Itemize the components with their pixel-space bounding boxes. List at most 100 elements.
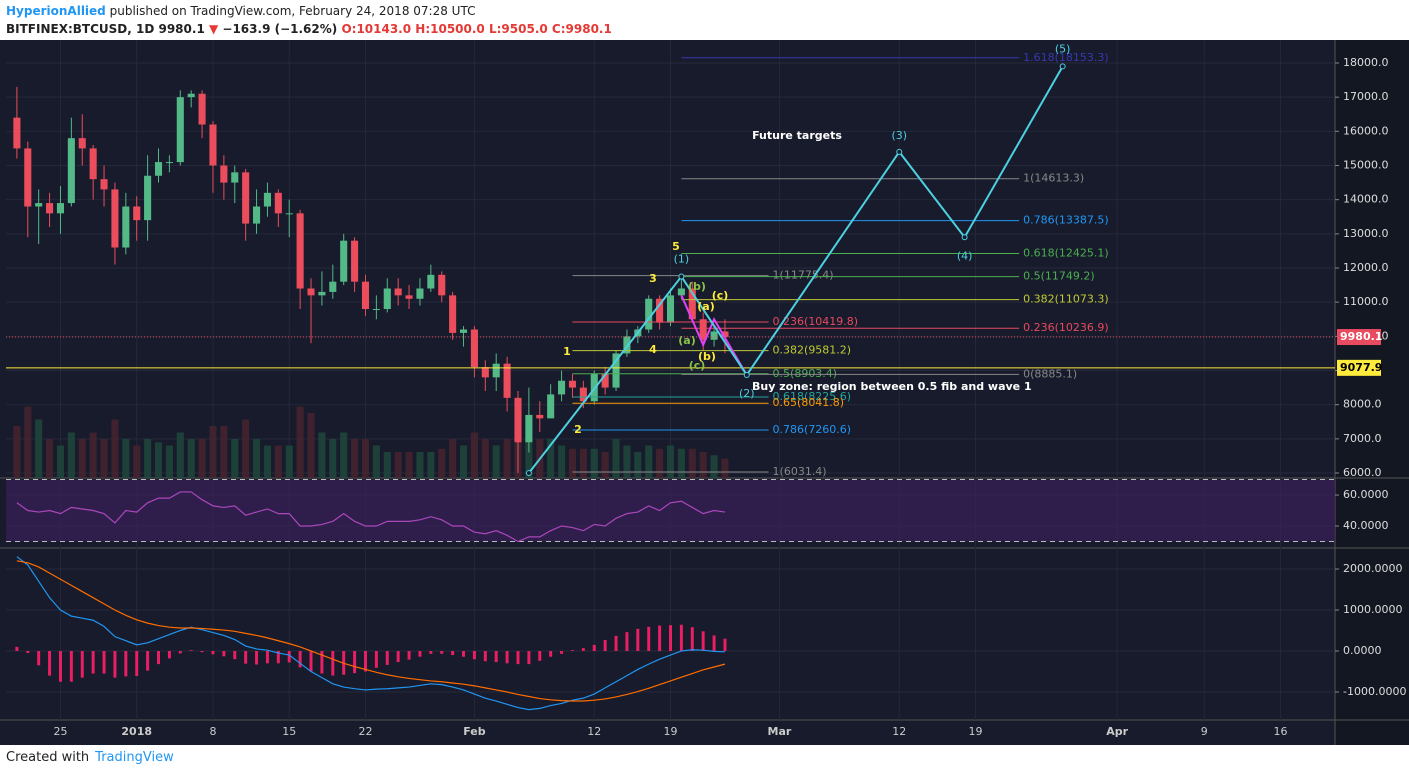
macd-histogram-bar bbox=[211, 650, 215, 655]
macd-histogram-bar bbox=[135, 650, 139, 677]
volume-bar bbox=[78, 439, 86, 478]
volume-bar bbox=[721, 458, 729, 478]
volume-bar bbox=[645, 445, 653, 478]
macd-line bbox=[16, 556, 725, 711]
volume-bar bbox=[133, 445, 141, 478]
macd-histogram-bar bbox=[309, 650, 313, 672]
wave-label: (2) bbox=[739, 387, 755, 400]
candle-body bbox=[67, 138, 75, 204]
annotation: 2 bbox=[574, 423, 582, 436]
macd-histogram-bar bbox=[658, 625, 662, 651]
macd-histogram-bar bbox=[102, 650, 106, 674]
candle-body bbox=[24, 148, 32, 207]
author[interactable]: HyperionAllied bbox=[6, 4, 106, 18]
macd-histogram-bar bbox=[124, 650, 128, 677]
candle-body bbox=[165, 162, 173, 164]
candle-body bbox=[568, 380, 576, 388]
rsi-band bbox=[6, 479, 1335, 542]
annotation: 4 bbox=[649, 343, 657, 356]
candle-body bbox=[688, 288, 696, 320]
volume-bar bbox=[340, 432, 348, 478]
candle-body bbox=[459, 329, 468, 333]
macd-histogram-bar bbox=[614, 635, 618, 651]
candle-body bbox=[481, 367, 489, 378]
volume-bar bbox=[634, 452, 642, 478]
price-tag-label: 9077.9 bbox=[1340, 361, 1382, 374]
candle-body bbox=[111, 189, 119, 248]
macd-histogram-bar bbox=[298, 650, 302, 668]
annotation: (b) bbox=[698, 350, 716, 363]
candle-body bbox=[285, 213, 293, 215]
ohlc: C:9980.1 bbox=[551, 22, 612, 36]
volume-bar bbox=[100, 439, 108, 478]
candle-body bbox=[514, 397, 522, 443]
volume-bar bbox=[329, 439, 337, 478]
macd-histogram-bar bbox=[560, 650, 564, 654]
y-tick-label: 2000.0000 bbox=[1343, 562, 1403, 575]
fib-label: 0.65(8041.8) bbox=[773, 396, 845, 409]
macd-histogram-bar bbox=[505, 650, 509, 664]
macd-histogram-bar bbox=[265, 650, 269, 664]
x-tick-label: 12 bbox=[587, 725, 601, 738]
macd-histogram-bar bbox=[385, 650, 389, 665]
volume-bar bbox=[656, 448, 664, 478]
volume-bar bbox=[285, 445, 293, 478]
change: −163.9 (−1.62%) bbox=[222, 22, 338, 36]
created: Created with bbox=[6, 750, 90, 765]
volume-bar bbox=[253, 439, 261, 478]
macd-histogram-bar bbox=[244, 650, 248, 664]
candle-body bbox=[198, 93, 206, 125]
annotation: (c) bbox=[712, 289, 729, 302]
ohlc: H:10500.0 bbox=[415, 22, 485, 36]
price-axis bbox=[1335, 40, 1409, 745]
candle-body bbox=[677, 288, 685, 296]
volume-bar bbox=[231, 439, 239, 478]
candle-body bbox=[209, 124, 217, 166]
volume-bar bbox=[187, 439, 195, 478]
footer: Created with TradingView bbox=[6, 748, 174, 768]
volume-bar bbox=[394, 452, 402, 478]
fib-label: 0.236(10419.8) bbox=[773, 315, 859, 328]
volume-bar bbox=[503, 439, 511, 478]
fib-label: 0.236(10236.9) bbox=[1023, 321, 1109, 334]
volume-bar bbox=[470, 432, 478, 478]
macd-histogram-bar bbox=[353, 650, 357, 674]
macd-histogram-bar bbox=[320, 650, 324, 674]
macd-histogram-bar bbox=[494, 650, 498, 663]
macd-histogram-bar bbox=[222, 650, 226, 657]
candle-body bbox=[656, 298, 664, 323]
macd-histogram-bar bbox=[690, 627, 694, 651]
x-tick-label: 15 bbox=[282, 725, 296, 738]
volume-bar bbox=[165, 445, 173, 478]
ohlc: O:10143.0 bbox=[341, 22, 412, 36]
candle-body bbox=[623, 336, 631, 354]
y-tick-label: 60.0000 bbox=[1343, 488, 1389, 501]
macd-histogram-bar bbox=[462, 650, 466, 657]
macd-histogram-bar bbox=[396, 650, 400, 663]
y-tick-label: 13000.0 bbox=[1343, 227, 1389, 240]
ohlc: L:9505.0 bbox=[488, 22, 548, 36]
annotation: Buy zone: region between 0.5 fib and wav… bbox=[752, 380, 1032, 393]
candle-body bbox=[176, 97, 184, 163]
volume-bar bbox=[56, 445, 65, 478]
fib-label: 1.618(18153.3) bbox=[1023, 51, 1109, 64]
brand[interactable]: TradingView bbox=[95, 750, 174, 765]
volume-bar bbox=[198, 439, 206, 478]
arrow: ▼ bbox=[208, 22, 219, 36]
volume-bar bbox=[35, 419, 43, 478]
volume-bar bbox=[612, 439, 620, 478]
macd-histogram-bar bbox=[233, 650, 237, 660]
fib-label: 0.382(9581.2) bbox=[773, 344, 852, 357]
volume-bar bbox=[144, 439, 152, 478]
candle-body bbox=[383, 288, 391, 310]
macd-histogram-bar bbox=[167, 650, 171, 659]
macd-histogram-bar bbox=[483, 650, 487, 662]
volume-bar bbox=[263, 445, 271, 478]
volume-bar bbox=[568, 448, 576, 478]
y-tick-label: 7000.0 bbox=[1343, 432, 1382, 445]
macd-histogram-bar bbox=[603, 639, 607, 651]
fib-label: 0.5(8903.4) bbox=[773, 367, 838, 380]
x-tick-label: 2018 bbox=[121, 725, 152, 738]
macd-histogram-bar bbox=[200, 650, 204, 653]
candle-body bbox=[438, 274, 446, 296]
